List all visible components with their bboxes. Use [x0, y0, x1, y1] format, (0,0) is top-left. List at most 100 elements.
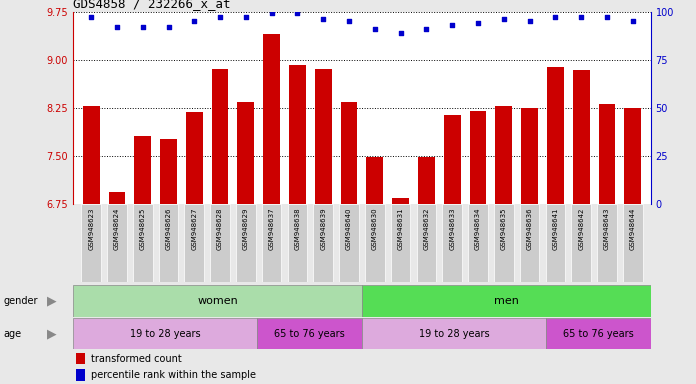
Bar [257, 318, 362, 349]
Bar [107, 204, 127, 282]
Bar [362, 285, 651, 317]
Point [576, 14, 587, 20]
Bar [366, 157, 383, 204]
Bar [494, 204, 514, 282]
Bar [443, 204, 462, 282]
Bar [236, 204, 255, 282]
Point [421, 26, 432, 32]
Point [292, 10, 303, 17]
Text: men: men [494, 296, 519, 306]
Text: GSM948625: GSM948625 [140, 207, 145, 250]
Bar [546, 204, 565, 282]
Bar [623, 204, 642, 282]
Bar [520, 204, 539, 282]
Text: 65 to 76 years: 65 to 76 years [274, 329, 345, 339]
Point [111, 24, 122, 30]
Bar [186, 112, 203, 204]
Bar [263, 34, 280, 204]
Text: GSM948637: GSM948637 [269, 207, 275, 250]
Text: transformed count: transformed count [91, 354, 182, 364]
Bar [237, 103, 254, 204]
Text: 19 to 28 years: 19 to 28 years [418, 329, 489, 339]
Bar [73, 285, 362, 317]
Text: GSM948631: GSM948631 [397, 207, 404, 250]
Text: GSM948642: GSM948642 [578, 207, 584, 250]
Bar [289, 65, 306, 204]
Bar [597, 204, 617, 282]
Point [370, 26, 381, 32]
Text: percentile rank within the sample: percentile rank within the sample [91, 370, 256, 380]
Bar [76, 353, 85, 364]
Point [214, 14, 226, 20]
Text: GSM948643: GSM948643 [604, 207, 610, 250]
Text: GSM948639: GSM948639 [320, 207, 326, 250]
Text: 65 to 76 years: 65 to 76 years [563, 329, 633, 339]
Text: GSM948630: GSM948630 [372, 207, 378, 250]
Text: GSM948638: GSM948638 [294, 207, 301, 250]
Point [240, 14, 251, 20]
Bar [313, 204, 333, 282]
Bar [390, 204, 411, 282]
Bar [159, 204, 178, 282]
Bar [134, 136, 151, 204]
Bar [160, 139, 177, 204]
Bar [444, 115, 461, 204]
Bar [262, 204, 281, 282]
Bar [76, 369, 85, 381]
Text: GSM948623: GSM948623 [88, 207, 94, 250]
Bar [393, 198, 409, 204]
Text: GSM948634: GSM948634 [475, 207, 481, 250]
Bar [212, 69, 228, 204]
Bar [546, 318, 651, 349]
Text: GSM948626: GSM948626 [166, 207, 171, 250]
Bar [470, 111, 487, 204]
Text: GSM948641: GSM948641 [553, 207, 558, 250]
Point [447, 22, 458, 28]
Text: GSM948635: GSM948635 [500, 207, 507, 250]
Bar [81, 204, 101, 282]
Bar [468, 204, 488, 282]
Bar [210, 204, 230, 282]
Text: GSM948644: GSM948644 [630, 207, 635, 250]
Bar [184, 204, 204, 282]
Text: GSM948627: GSM948627 [191, 207, 197, 250]
Text: 19 to 28 years: 19 to 28 years [129, 329, 200, 339]
Bar [571, 204, 591, 282]
Point [317, 16, 329, 22]
Text: GSM948633: GSM948633 [449, 207, 455, 250]
Text: GSM948640: GSM948640 [346, 207, 352, 250]
Bar [339, 204, 359, 282]
Text: ▶: ▶ [47, 327, 57, 340]
Bar [73, 318, 257, 349]
Point [395, 30, 406, 36]
Point [498, 16, 509, 22]
Point [627, 18, 638, 24]
Bar [109, 192, 125, 204]
Bar [133, 204, 152, 282]
Bar [365, 204, 385, 282]
Point [601, 14, 612, 20]
Text: GDS4858 / 232266_x_at: GDS4858 / 232266_x_at [73, 0, 230, 10]
Bar [340, 103, 358, 204]
Point [189, 18, 200, 24]
Bar [521, 108, 538, 204]
Text: GSM948632: GSM948632 [423, 207, 429, 250]
Bar [362, 318, 546, 349]
Bar [624, 108, 641, 204]
Text: women: women [197, 296, 238, 306]
Point [163, 24, 174, 30]
Bar [573, 70, 590, 204]
Point [137, 24, 148, 30]
Bar [599, 104, 615, 204]
Bar [287, 204, 307, 282]
Bar [547, 67, 564, 204]
Bar [83, 106, 100, 204]
Bar [315, 69, 331, 204]
Text: ▶: ▶ [47, 295, 57, 308]
Bar [417, 204, 436, 282]
Point [524, 18, 535, 24]
Point [550, 14, 561, 20]
Point [86, 14, 97, 20]
Bar [496, 106, 512, 204]
Text: GSM948636: GSM948636 [527, 207, 532, 250]
